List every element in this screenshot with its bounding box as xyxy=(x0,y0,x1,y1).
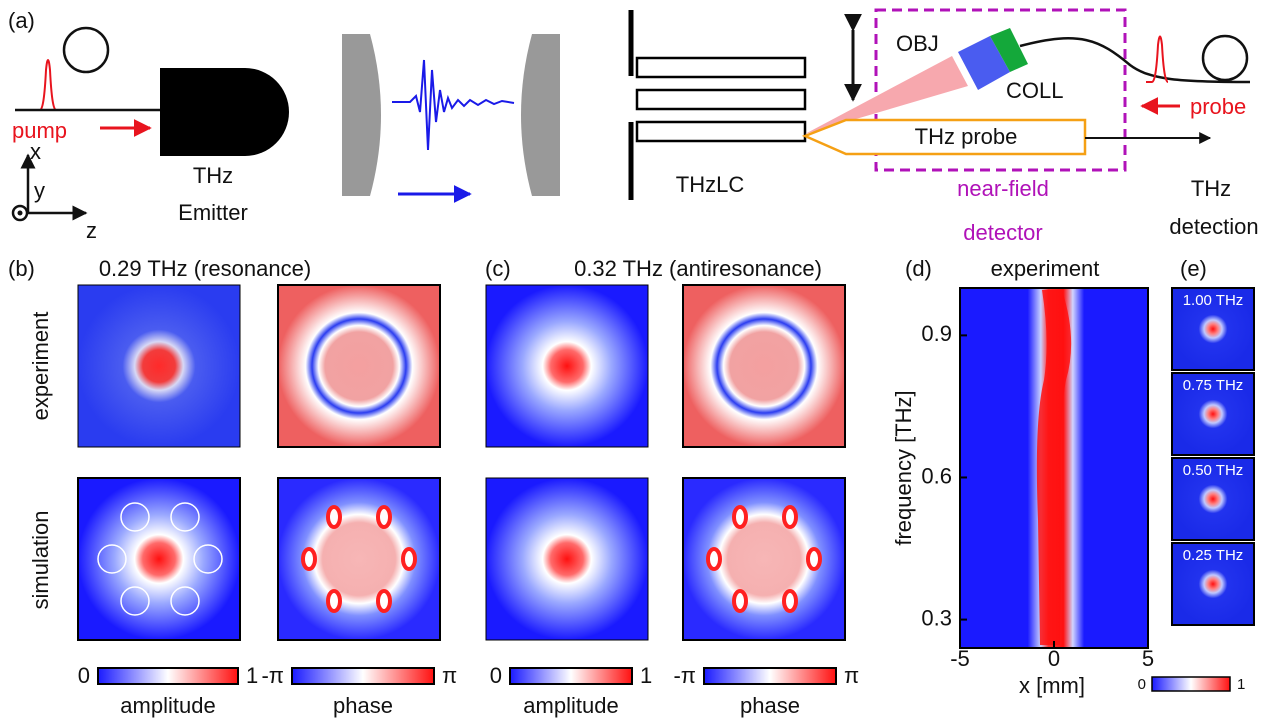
colorbar-label: amplitude xyxy=(120,693,215,718)
thzlc-label: THzLC xyxy=(676,172,745,197)
x-tick-label: -5 xyxy=(950,646,970,671)
mode-label: 0.75 THz xyxy=(1183,377,1244,394)
thz-waveform xyxy=(392,60,514,150)
fiber-loop xyxy=(1203,36,1247,80)
fiber xyxy=(1020,38,1250,82)
axis-origin-dot xyxy=(18,211,23,216)
panel-title: experiment xyxy=(991,256,1100,281)
colorbar-max: π xyxy=(844,663,859,688)
colorbar-max: 1 xyxy=(1237,676,1245,693)
resonator-phase-item xyxy=(378,507,390,527)
pulse xyxy=(20,60,56,110)
colorbar-label: phase xyxy=(740,693,800,718)
lens xyxy=(521,34,560,196)
colorbar-label: amplitude xyxy=(523,693,618,718)
panel-title: 0.32 THz (antiresonance) xyxy=(574,256,822,281)
emitter-label: Emitter xyxy=(178,200,248,225)
panel-label: (a) xyxy=(8,8,35,33)
row-label: experiment xyxy=(28,312,53,421)
thzlc-rod xyxy=(637,90,805,109)
colorbar xyxy=(1152,677,1230,691)
colorbar xyxy=(98,668,238,684)
thzlc-rod xyxy=(637,122,805,141)
phase-map xyxy=(278,285,440,447)
colorbar-max: π xyxy=(442,663,457,688)
resonator-phase-item xyxy=(784,591,796,611)
lens xyxy=(342,34,381,196)
resonator-phase-item xyxy=(708,549,720,569)
mode-label: 1.00 THz xyxy=(1183,292,1244,309)
x-tick-label: 5 xyxy=(1142,646,1154,671)
emitter xyxy=(160,68,289,156)
detection-label: THz xyxy=(1191,176,1231,201)
panel-label: (d) xyxy=(905,256,932,281)
thz-probe-label: THz probe xyxy=(915,124,1018,149)
resonator-phase-item xyxy=(734,507,746,527)
axis-label: x xyxy=(30,139,41,164)
y-tick-label: 0.3 xyxy=(921,605,952,630)
fiber-loop xyxy=(64,28,108,72)
amplitude-map xyxy=(486,285,648,447)
resonator-phase-item xyxy=(784,507,796,527)
colorbars: 0 1 amplitude -π π phase 0 1 amplitude -π π phase xyxy=(78,663,859,718)
obj-label: OBJ xyxy=(896,31,939,56)
axis-label: y xyxy=(34,178,45,203)
y-tick-label: 0.9 xyxy=(921,321,952,346)
figure: (a) pump x y z THz Emitter THzLC OBJ COL… xyxy=(0,0,1270,721)
mode-label: 0.25 THz xyxy=(1183,547,1244,564)
panel-label: (b) xyxy=(8,256,35,281)
colorbar-label: phase xyxy=(333,693,393,718)
resonator-phase-item xyxy=(328,507,340,527)
coll-label: COLL xyxy=(1006,78,1063,103)
maps: (b) 0.29 THz (resonance) (c) 0.32 THz (a… xyxy=(8,256,859,718)
axis-label: z xyxy=(86,218,97,243)
resonator-phase-item xyxy=(378,591,390,611)
thzlc-rod xyxy=(637,58,805,77)
amplitude-map xyxy=(78,478,240,640)
colorbar xyxy=(704,668,836,684)
spectrum-panel: (d) experiment frequency [THz] x [mm] -5… xyxy=(891,256,1154,698)
detection-label: detection xyxy=(1169,214,1258,239)
amplitude-map xyxy=(78,285,240,447)
colorbar xyxy=(292,668,434,684)
x-axis-label: x [mm] xyxy=(1019,673,1085,698)
probe-label: probe xyxy=(1190,94,1246,119)
mode-tiles: (e) 1.00 THz 0.75 THz 0.50 THz 0.25 THz 0 1 xyxy=(1138,256,1254,693)
y-tick-label: 0.6 xyxy=(921,463,952,488)
colorbar-min: -π xyxy=(673,663,696,688)
colorbar-min: 0 xyxy=(490,663,502,688)
colorbar-max: 1 xyxy=(246,663,258,688)
phase-map xyxy=(683,285,845,447)
colorbar-min: -π xyxy=(261,663,284,688)
colorbar-max: 1 xyxy=(640,663,652,688)
colorbar xyxy=(510,668,632,684)
colorbar-min: 0 xyxy=(78,663,90,688)
mode-label: 0.50 THz xyxy=(1183,462,1244,479)
resonator-phase-item xyxy=(303,549,315,569)
panel-label: (c) xyxy=(485,256,511,281)
amplitude-map xyxy=(486,478,648,640)
schematic: (a) pump x y z THz Emitter THzLC OBJ COL… xyxy=(8,8,1259,245)
resonator-phase-item xyxy=(734,591,746,611)
emitter-label: THz xyxy=(193,163,233,188)
colorbar-min: 0 xyxy=(1138,676,1146,693)
panel-title: 0.29 THz (resonance) xyxy=(99,256,311,281)
resonator-phase-item xyxy=(808,549,820,569)
detector-label: detector xyxy=(963,220,1043,245)
resonator-phase-item xyxy=(328,591,340,611)
panel-label: (e) xyxy=(1180,256,1207,281)
detector-label: near-field xyxy=(957,176,1049,201)
y-axis-label: frequency [THz] xyxy=(891,390,916,545)
x-tick-label: 0 xyxy=(1048,646,1060,671)
row-label: simulation xyxy=(28,510,53,609)
resonator-phase-item xyxy=(403,549,415,569)
